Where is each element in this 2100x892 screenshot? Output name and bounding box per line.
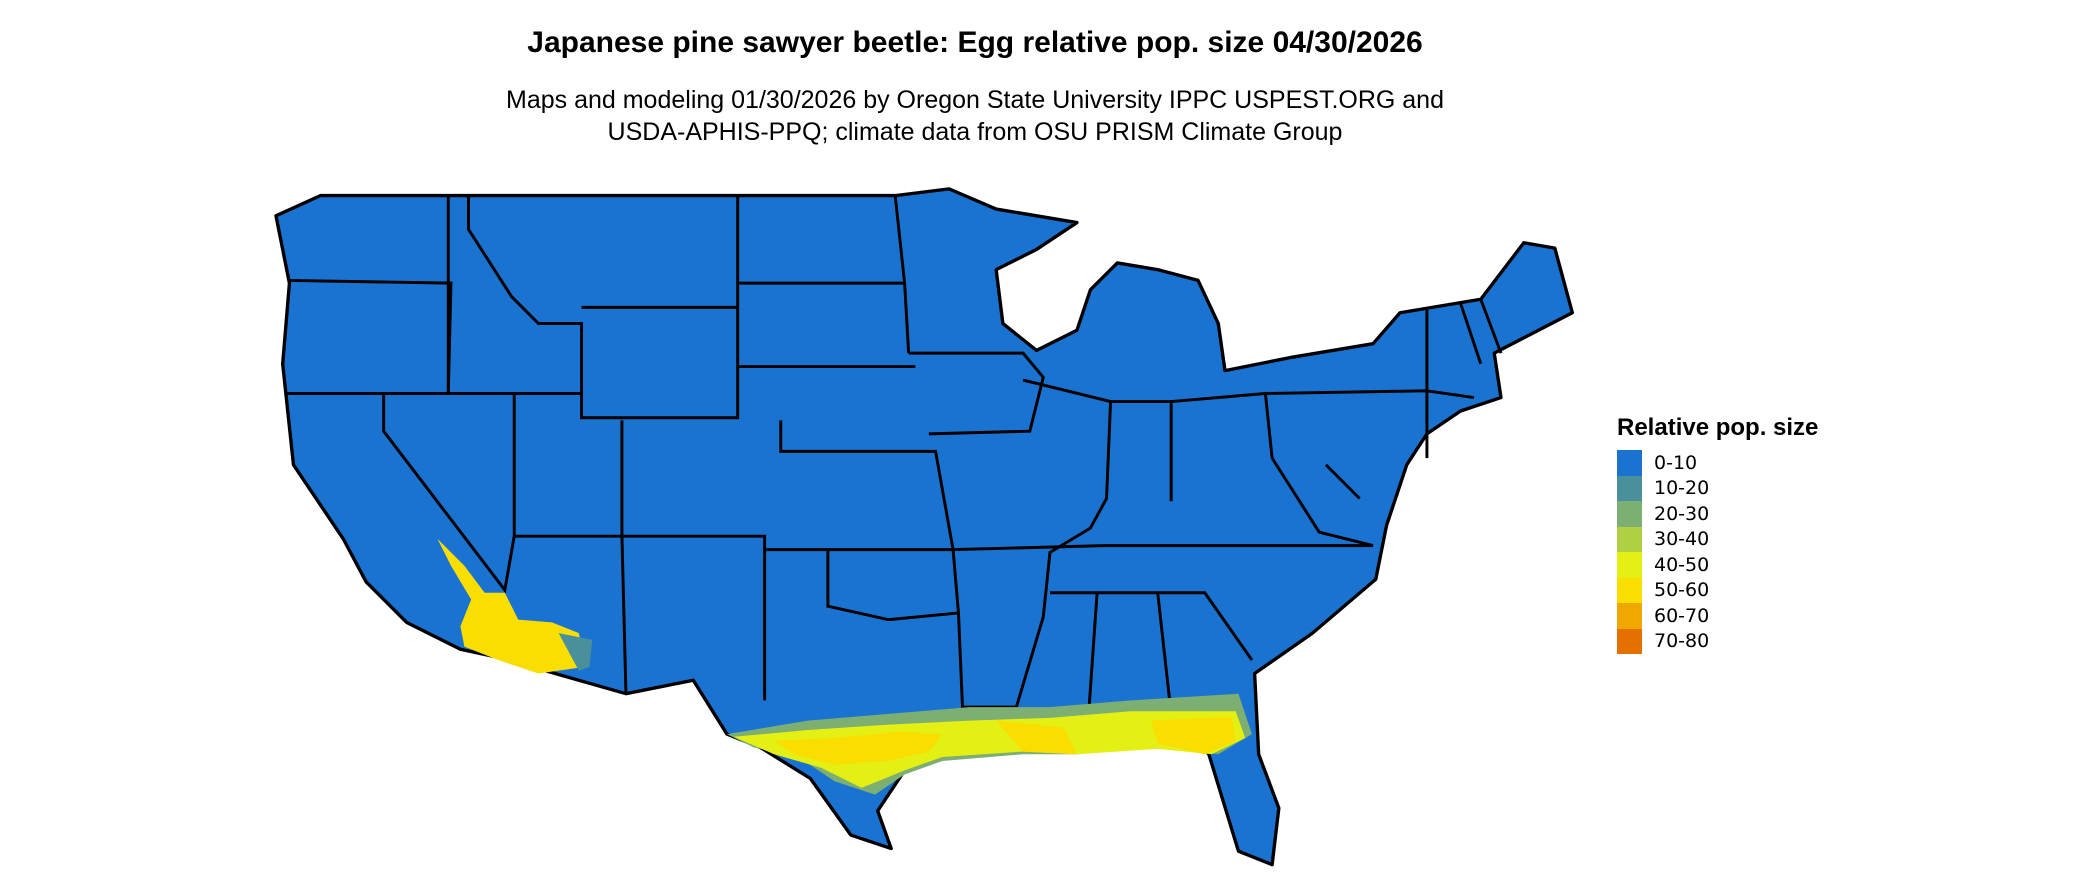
legend-swatch: [1617, 475, 1642, 501]
map-title: Japanese pine sawyer beetle: Egg relativ…: [527, 26, 1423, 59]
subtitle-line-2: USDA-APHIS-PPQ; climate data from OSU PR…: [607, 118, 1343, 146]
legend: Relative pop. size 0-10 10-20 20-30 30-40 40…: [1617, 414, 1818, 654]
legend-swatch: [1617, 628, 1642, 654]
legend-swatch: [1617, 552, 1642, 578]
subtitle-line-1: Maps and modeling 01/30/2026 by Oregon S…: [506, 86, 1444, 114]
map-subtitle: Maps and modeling 01/30/2026 by Oregon S…: [0, 84, 1950, 148]
hazard-regions: [437, 538, 1252, 795]
legend-item: 20-30: [1617, 501, 1818, 527]
arizona-zone: [437, 538, 586, 674]
legend-label: 0-10: [1654, 451, 1698, 474]
legend-item: 30-40: [1617, 526, 1818, 552]
legend-label: 30-40: [1654, 528, 1710, 551]
legend-item: 70-80: [1617, 628, 1818, 654]
legend-swatch: [1617, 501, 1642, 527]
legend-label: 20-30: [1654, 502, 1710, 525]
legend-label: 10-20: [1654, 477, 1710, 500]
legend-label: 50-60: [1654, 579, 1710, 602]
conus-outline: [274, 187, 1574, 867]
legend-item: 0-10: [1617, 450, 1818, 476]
legend-title: Relative pop. size: [1617, 414, 1819, 441]
legend-label: 70-80: [1654, 630, 1710, 653]
legend-swatch: [1617, 577, 1642, 603]
legend-item: 40-50: [1617, 552, 1818, 578]
gulf-coast-zone-mid: [733, 711, 1246, 788]
legend-swatch: [1617, 450, 1642, 476]
gulf-coast-zone-high: [774, 716, 1236, 766]
legend-item: 10-20: [1617, 475, 1818, 501]
legend-item: 60-70: [1617, 603, 1818, 629]
legend-item: 50-60: [1617, 577, 1818, 603]
state-borders: [285, 195, 1503, 728]
legend-swatch: [1617, 603, 1642, 629]
legend-swatch: [1617, 526, 1642, 552]
arizona-zone-edge: [558, 633, 593, 671]
legend-label: 60-70: [1654, 604, 1710, 627]
legend-label: 40-50: [1654, 553, 1710, 576]
